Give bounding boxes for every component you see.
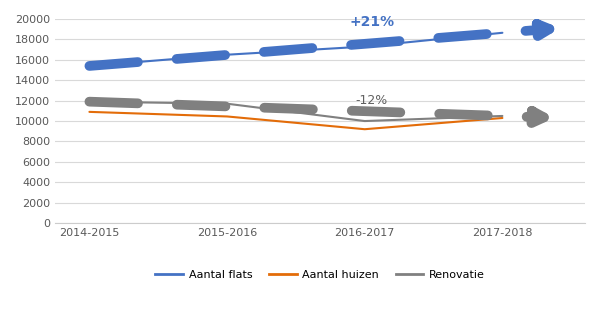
Legend: Aantal flats, Aantal huizen, Renovatie: Aantal flats, Aantal huizen, Renovatie — [151, 265, 489, 284]
Text: -12%: -12% — [355, 94, 388, 107]
Text: +21%: +21% — [349, 15, 394, 29]
